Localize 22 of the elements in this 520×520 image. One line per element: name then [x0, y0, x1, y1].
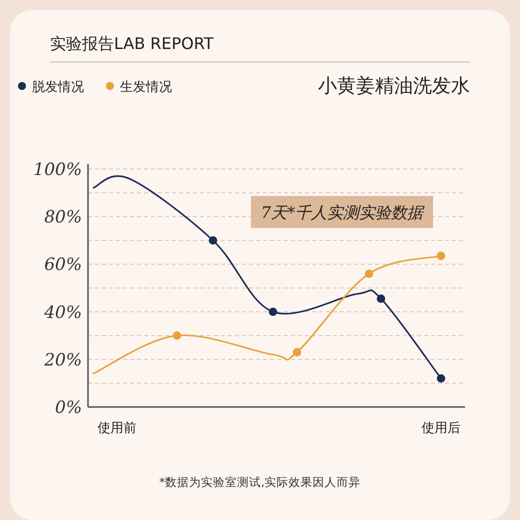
annotation: 7天*千人实测实验数据 [260, 203, 426, 222]
x-tick-label: 使用前 [98, 421, 136, 436]
y-tick-label: 0% [55, 398, 82, 418]
y-tick-label: 100% [33, 160, 82, 180]
y-tick-label: 40% [43, 302, 82, 323]
text: *数据为实验室测试,实际效果因人而异 [159, 475, 361, 489]
y-tick-label: 20% [43, 350, 82, 370]
point [436, 252, 446, 260]
y-tick-label: 80% [44, 208, 82, 228]
point [172, 331, 182, 340]
chart-title: 实验报告LAB REPORT [50, 34, 214, 53]
legend-label: 生发情况 [120, 80, 172, 95]
point [364, 270, 374, 278]
y-tick-label: 60% [44, 255, 82, 276]
point [268, 308, 278, 316]
x-tick-label: 使用后 [422, 421, 460, 436]
point [436, 374, 446, 383]
point [208, 236, 218, 245]
point [376, 294, 386, 303]
legend-label: 脱发情况 [32, 80, 84, 95]
point [292, 348, 302, 356]
chart-subtitle: 小黄姜精油洗发水 [318, 75, 470, 97]
